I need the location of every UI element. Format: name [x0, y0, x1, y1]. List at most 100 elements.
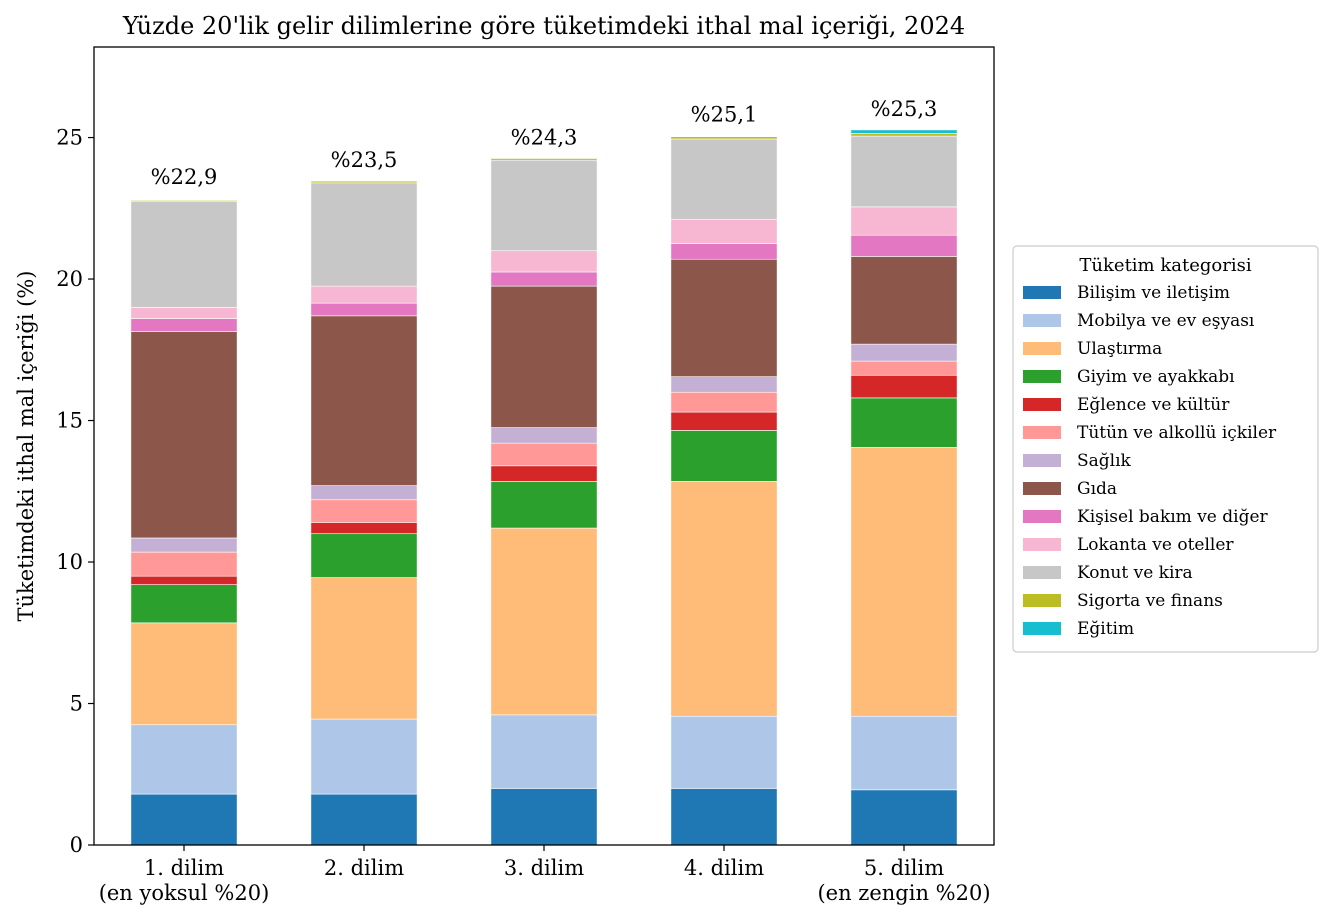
y-tick-label-15: 15	[56, 409, 83, 433]
legend-swatch-6	[1023, 426, 1061, 439]
bar-segment-1-10	[130, 307, 238, 319]
bar-segment-5-5	[850, 374, 958, 399]
bar-segment-4-6	[670, 391, 778, 413]
legend-swatch-4	[1023, 370, 1061, 383]
bar-segment-2-1	[310, 793, 418, 846]
bar-segment-2-5	[310, 522, 418, 535]
bar-segment-3-2	[490, 714, 598, 789]
legend-swatch-11	[1023, 566, 1061, 579]
total-labels-layer: %22,9 %23,5 %24,3 %25,1 %25,3	[151, 97, 938, 189]
bar-segment-3-4	[490, 481, 598, 529]
bar-segment-2-11	[310, 182, 418, 287]
bar-segment-4-2	[670, 715, 778, 789]
bar-segment-5-9	[850, 234, 958, 257]
bar-segment-2-9	[310, 302, 418, 317]
bar-segment-5-12	[850, 133, 958, 137]
bar-segment-4-11	[670, 138, 778, 220]
legend-swatch-13	[1023, 622, 1061, 635]
y-tick-label-0: 0	[70, 833, 83, 857]
bar-segment-2-4	[310, 533, 418, 578]
bar-segment-5-10	[850, 206, 958, 236]
bar-segment-4-7	[670, 376, 778, 393]
bar-segment-1-1	[130, 793, 238, 846]
legend-label-8: Gıda	[1077, 479, 1117, 499]
bar-segment-3-12	[490, 158, 598, 161]
legend-label-10: Lokanta ve oteller	[1077, 535, 1234, 555]
y-tick-label-5: 5	[70, 692, 83, 716]
bar-segment-3-1	[490, 788, 598, 846]
legend-label-11: Konut ve kira	[1077, 563, 1193, 583]
legend-label-9: Kişisel bakım ve diğer	[1077, 507, 1269, 527]
bar-segment-3-7	[490, 427, 598, 444]
bar-segment-5-4	[850, 397, 958, 448]
bar-segment-2-10	[310, 285, 418, 304]
bar-segment-2-3	[310, 577, 418, 720]
bar-segment-3-11	[490, 159, 598, 252]
legend-swatch-7	[1023, 454, 1061, 467]
bar-segment-3-9	[490, 271, 598, 287]
bar-segment-2-7	[310, 485, 418, 501]
chart-title: Yüzde 20'lik gelir dilimlerine göre tüke…	[122, 12, 965, 40]
bar-segment-1-9	[130, 318, 238, 332]
y-axis-label: Tüketimdeki ithal mal içeriği (%)	[14, 271, 38, 622]
total-label-2: %23,5	[331, 148, 398, 172]
legend-swatch-3	[1023, 342, 1061, 355]
bar-segment-3-10	[490, 250, 598, 273]
legend-box	[1012, 245, 1319, 653]
total-label-1: %22,9	[151, 165, 218, 189]
bar-segment-5-13	[850, 129, 958, 134]
x-tick-label-5-line-2: (en zengin %20)	[817, 881, 990, 905]
x-tick-label-1-line-1: 1. dilim	[144, 856, 224, 880]
bar-segment-2-6	[310, 499, 418, 523]
total-label-4: %25,1	[691, 103, 758, 127]
y-tick-label-25: 25	[56, 126, 83, 150]
bar-segment-1-5	[130, 575, 238, 585]
bar-segment-1-6	[130, 551, 238, 577]
x-tick-label-2-line-1: 2. dilim	[324, 856, 404, 880]
legend-swatch-2	[1023, 314, 1061, 327]
bar-segment-1-3	[130, 622, 238, 726]
bar-segment-2-2	[310, 718, 418, 795]
bar-segment-4-12	[670, 136, 778, 140]
bar-segment-1-2	[130, 724, 238, 795]
bar-segment-5-7	[850, 343, 958, 362]
bar-segment-5-11	[850, 135, 958, 208]
legend-label-13: Eğitim	[1077, 619, 1134, 639]
bar-segment-1-8	[130, 331, 238, 539]
legend: Tüketim kategorisi Bilişim ve iletişim Mob…	[1012, 245, 1319, 653]
legend-label-1: Bilişim ve iletişim	[1077, 283, 1230, 303]
legend-title: Tüketim kategorisi	[1079, 255, 1251, 276]
bar-segment-1-12	[130, 200, 238, 202]
bar-segment-4-1	[670, 788, 778, 846]
legend-label-5: Eğlence ve kültür	[1077, 395, 1230, 415]
legend-label-4: Giyim ve ayakkabı	[1077, 367, 1235, 387]
legend-swatch-9	[1023, 510, 1061, 523]
legend-swatch-1	[1023, 286, 1061, 299]
x-tick-label-5-line-1: 5. dilim	[864, 856, 944, 880]
legend-swatch-12	[1023, 594, 1061, 607]
bar-segment-5-6	[850, 360, 958, 376]
bar-segment-5-2	[850, 715, 958, 791]
bar-segment-3-8	[490, 285, 598, 428]
y-tick-label-20: 20	[56, 267, 83, 291]
total-label-3: %24,3	[511, 125, 578, 149]
bar-segment-5-8	[850, 256, 958, 345]
bar-segment-3-6	[490, 442, 598, 467]
bars-layer	[130, 129, 958, 846]
bar-segment-5-3	[850, 447, 958, 717]
bar-segment-1-7	[130, 537, 238, 553]
bar-segment-3-5	[490, 465, 598, 482]
x-tick-label-3-line-1: 3. dilim	[504, 856, 584, 880]
legend-label-7: Sağlık	[1077, 451, 1132, 471]
legend-label-6: Tütün ve alkollü içkiler	[1077, 423, 1277, 443]
y-axis: 0 5 10 15 20 25	[56, 126, 94, 857]
x-axis: 1. dilim(en yoksul %20) 2. dilim 3. dilim 4…	[99, 845, 991, 905]
bar-segment-2-8	[310, 315, 418, 486]
legend-label-3: Ulaştırma	[1077, 339, 1162, 359]
total-label-5: %25,3	[871, 97, 938, 121]
legend-swatch-5	[1023, 398, 1061, 411]
bar-segment-4-10	[670, 219, 778, 244]
x-tick-label-1-line-2: (en yoksul %20)	[99, 881, 270, 905]
